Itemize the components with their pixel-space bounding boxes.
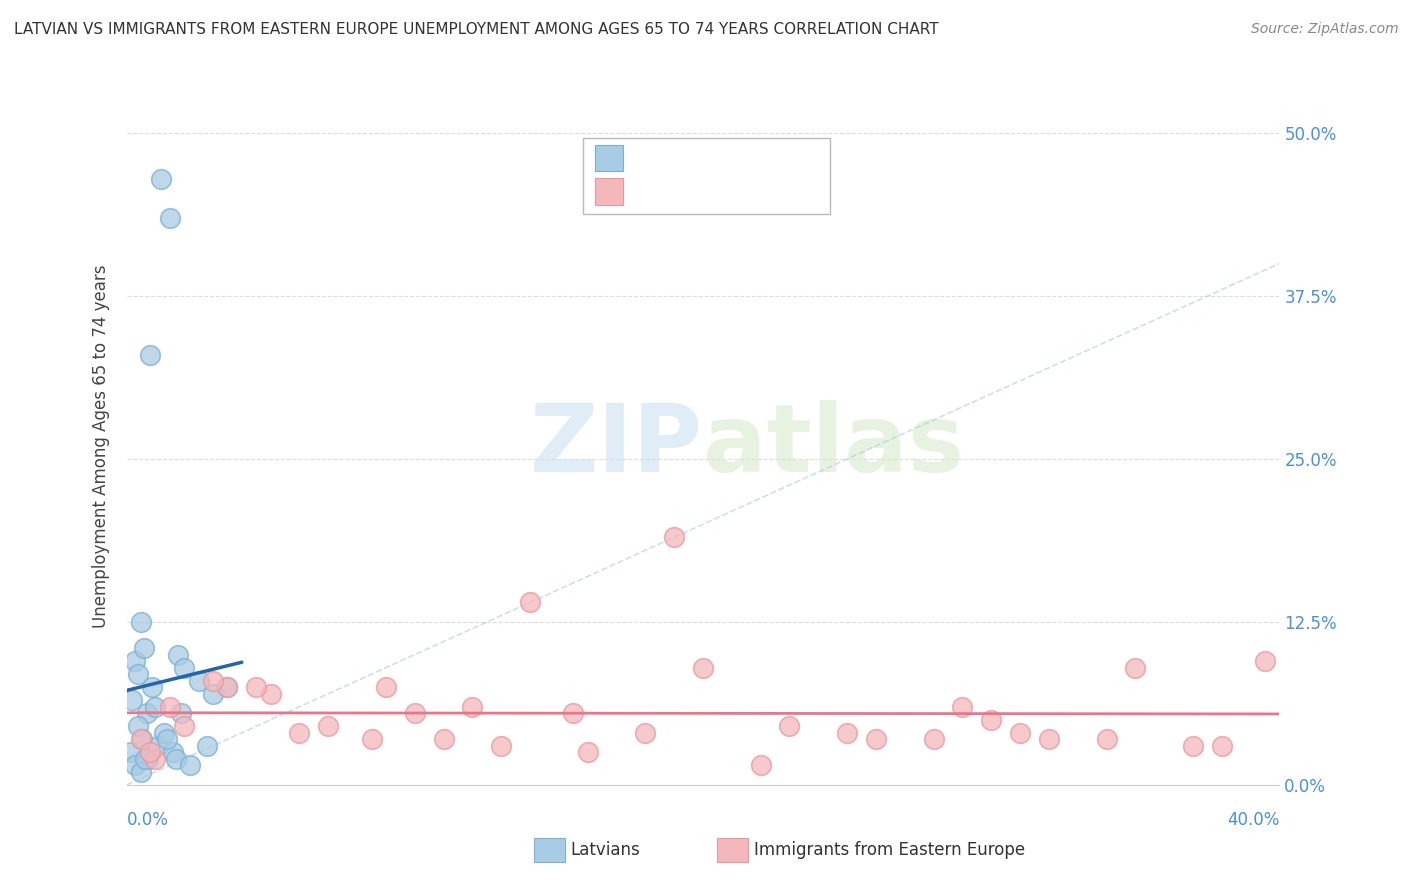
Point: [461, 699, 484, 714]
Point: [132, 641, 155, 656]
Point: [950, 699, 973, 714]
Point: [259, 687, 281, 701]
Point: [980, 713, 1002, 727]
Text: ZIP: ZIP: [530, 400, 703, 492]
Point: [779, 719, 801, 733]
Point: [173, 660, 195, 674]
Point: [148, 739, 170, 753]
Point: [149, 804, 172, 818]
Text: 0.0%: 0.0%: [127, 811, 169, 829]
Point: [187, 673, 209, 688]
Point: [217, 680, 239, 694]
Point: [128, 791, 150, 805]
Point: [150, 171, 173, 186]
Point: [1123, 660, 1146, 674]
Point: [120, 745, 142, 759]
Point: [145, 699, 166, 714]
Point: [127, 667, 149, 681]
Point: [1254, 654, 1277, 668]
Point: [664, 530, 686, 544]
Point: [121, 693, 143, 707]
Point: [1181, 739, 1204, 753]
Point: [316, 719, 339, 733]
Point: [156, 732, 179, 747]
Point: [129, 764, 152, 779]
Point: [202, 673, 225, 688]
Point: [865, 732, 887, 747]
Point: [360, 732, 382, 747]
Point: [173, 719, 195, 733]
Point: [136, 752, 159, 766]
Point: [170, 706, 193, 721]
Text: Latvians: Latvians: [571, 841, 641, 859]
Point: [141, 680, 163, 694]
Text: LATVIAN VS IMMIGRANTS FROM EASTERN EUROPE UNEMPLOYMENT AMONG AGES 65 TO 74 YEARS: LATVIAN VS IMMIGRANTS FROM EASTERN EUROP…: [14, 22, 939, 37]
Point: [1095, 732, 1118, 747]
Point: [749, 758, 772, 772]
Point: [489, 739, 512, 753]
Point: [288, 726, 311, 740]
Point: [138, 745, 160, 759]
Point: [1038, 732, 1060, 747]
Point: [129, 732, 152, 747]
Text: R = 0.207   N = 37: R = 0.207 N = 37: [633, 183, 803, 201]
Point: [692, 660, 714, 674]
Point: [922, 732, 945, 747]
Point: [167, 648, 190, 662]
Point: [139, 797, 162, 812]
Point: [162, 745, 184, 759]
Text: Source: ZipAtlas.com: Source: ZipAtlas.com: [1251, 22, 1399, 37]
Point: [159, 211, 181, 225]
Point: [138, 348, 160, 362]
Point: [562, 706, 585, 721]
Point: [195, 739, 218, 753]
Point: [179, 758, 201, 772]
Point: [134, 752, 156, 766]
Point: [127, 719, 149, 733]
Point: [245, 680, 267, 694]
Text: 40.0%: 40.0%: [1227, 811, 1279, 829]
Point: [159, 699, 181, 714]
Point: [404, 706, 426, 721]
Point: [835, 726, 858, 740]
Point: [153, 726, 176, 740]
Point: [374, 680, 398, 694]
Point: [634, 726, 657, 740]
Text: Immigrants from Eastern Europe: Immigrants from Eastern Europe: [754, 841, 1025, 859]
Point: [124, 758, 146, 772]
Text: R = 0.336   N = 34: R = 0.336 N = 34: [633, 149, 803, 167]
Point: [131, 732, 153, 747]
Point: [519, 595, 541, 609]
Point: [217, 680, 239, 694]
Point: [135, 706, 157, 721]
Point: [1008, 726, 1031, 740]
Text: atlas: atlas: [703, 400, 965, 492]
Point: [145, 752, 166, 766]
Point: [202, 687, 225, 701]
Point: [165, 752, 187, 766]
Point: [124, 654, 146, 668]
Point: [433, 732, 456, 747]
Y-axis label: Unemployment Among Ages 65 to 74 years: Unemployment Among Ages 65 to 74 years: [91, 264, 110, 628]
Point: [129, 615, 152, 629]
Point: [1211, 739, 1233, 753]
Point: [576, 745, 599, 759]
